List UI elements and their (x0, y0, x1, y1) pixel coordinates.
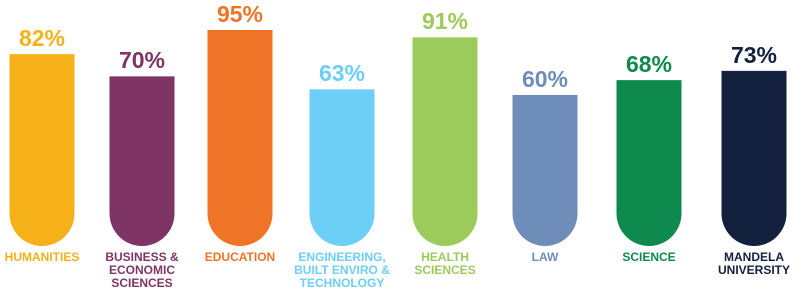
value-label: 60% (495, 67, 595, 91)
bar (722, 71, 787, 246)
bar (208, 30, 273, 246)
category-label: LAW (489, 251, 601, 264)
value-label: 91% (395, 9, 495, 33)
category-label: SCIENCE (593, 251, 705, 264)
bar (413, 37, 478, 246)
bar (513, 95, 578, 246)
bar (310, 89, 375, 246)
bar (10, 54, 75, 246)
value-label: 82% (0, 26, 92, 50)
bar (617, 80, 682, 246)
category-label: BUSINESS & ECONOMIC SCIENCES (86, 251, 198, 290)
category-label: EDUCATION (184, 251, 296, 264)
bar (110, 76, 175, 246)
value-label: 68% (599, 52, 699, 76)
category-label: HEALTH SCIENCES (389, 251, 501, 277)
category-label: ENGINEERING, BUILT ENVIRO & TECHNOLOGY (286, 251, 398, 290)
category-label: HUMANITIES (0, 251, 98, 264)
value-label: 70% (92, 48, 192, 72)
value-label: 63% (292, 61, 392, 85)
infographic: 82% HUMANITIES 70% BUSINESS & ECONOMIC SCIE… (0, 0, 795, 294)
value-label: 73% (704, 43, 795, 67)
category-label: MANDELA UNIVERSITY (698, 251, 795, 277)
value-label: 95% (190, 2, 290, 26)
